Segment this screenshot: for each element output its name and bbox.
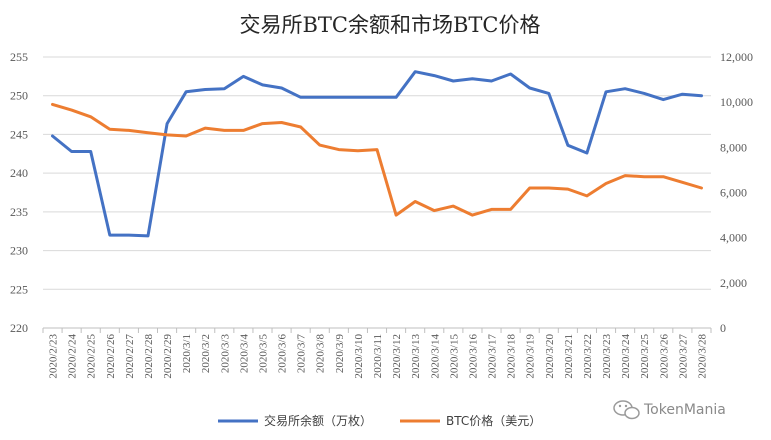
y-right-tick-label: 12,000: [720, 50, 753, 64]
y-left-tick-label: 255: [10, 50, 28, 64]
x-tick-label: 2020/3/15: [448, 334, 460, 379]
y-right-tick-label: 4,000: [720, 231, 747, 245]
watermark: TokenMania: [613, 400, 726, 420]
x-tick-label: 2020/3/8: [315, 334, 327, 374]
x-tick-label: 2020/3/28: [696, 334, 708, 379]
y-left-tick-label: 235: [10, 205, 28, 219]
x-tick-label: 2020/3/27: [677, 334, 689, 379]
wechat-icon: [613, 400, 640, 420]
x-tick-label: 2020/2/24: [67, 334, 79, 379]
x-tick-label: 2020/3/1: [181, 334, 193, 373]
x-tick-label: 2020/3/26: [658, 334, 670, 379]
y-right-tick-label: 8,000: [720, 140, 747, 154]
watermark-text: TokenMania: [643, 402, 726, 418]
x-tick-label: 2020/2/28: [143, 334, 155, 379]
x-tick-label: 2020/3/7: [296, 334, 308, 374]
x-tick-label: 2020/2/25: [86, 334, 98, 379]
y-right-tick-label: 2,000: [720, 276, 747, 290]
x-tick-label: 2020/3/13: [410, 334, 422, 379]
x-tick-label: 2020/3/6: [277, 334, 289, 374]
y-left-tick-label: 225: [10, 282, 28, 296]
x-axis: 2020/2/23 2020/2/24 2020/2/25 2020/2/26 2020…: [42, 327, 712, 379]
x-tick-label: 2020/3/19: [525, 334, 537, 379]
x-tick-label: 2020/2/23: [48, 334, 60, 379]
x-tick-label: 2020/3/4: [238, 334, 250, 374]
y-right-tick-label: 6,000: [720, 186, 747, 200]
y-axis-right: 0 2,000 4,000 6,000 8,000 10,000 12,000: [720, 50, 753, 335]
y-left-tick-label: 240: [10, 166, 28, 180]
x-tick-label: 2020/3/22: [582, 334, 594, 379]
x-tick-label: 2020/3/18: [506, 334, 518, 379]
x-tick-label: 2020/3/11: [372, 334, 384, 378]
x-tick-label: 2020/3/20: [544, 334, 556, 379]
x-tick-label: 2020/3/16: [467, 334, 479, 379]
y-left-tick-label: 245: [10, 127, 28, 141]
x-tick-label: 2020/3/17: [487, 334, 499, 379]
x-tick-label: 2020/3/9: [334, 334, 346, 374]
legend-label-price: BTC价格（美元）: [446, 413, 541, 428]
y-left-tick-label: 220: [10, 321, 28, 335]
chart-title: 交易所BTC余额和市场BTC价格: [239, 13, 540, 37]
x-tick-label: 2020/3/3: [219, 334, 231, 374]
y-right-tick-label: 10,000: [720, 95, 753, 109]
series-line-balance: [51, 70, 703, 238]
x-tick-label: 2020/3/14: [429, 334, 441, 379]
x-tick-label: 2020/3/24: [620, 334, 632, 379]
legend-label-balance: 交易所余额（万枚）: [264, 413, 372, 428]
x-tick-label: 2020/2/29: [162, 334, 174, 379]
x-tick-label: 2020/2/27: [124, 334, 136, 379]
x-tick-label: 2020/3/5: [257, 334, 269, 374]
x-tick-label: 2020/3/25: [639, 334, 651, 379]
y-right-tick-label: 0: [720, 321, 726, 335]
legend: 交易所余额（万枚） BTC价格（美元）: [218, 413, 541, 428]
x-tick-label: 2020/3/21: [563, 334, 575, 379]
y-axis-left: 220 225 230 235 240 245 250 255: [10, 50, 28, 335]
x-tick-label: 2020/3/2: [200, 334, 212, 373]
y-left-tick-label: 250: [10, 89, 28, 103]
x-tick-label: 2020/2/26: [105, 334, 117, 379]
x-tick-label: 2020/3/10: [353, 334, 365, 379]
x-tick-label: 2020/3/23: [601, 334, 613, 379]
y-left-tick-label: 230: [10, 244, 28, 258]
series-line-price: [51, 102, 703, 217]
series-lines: [51, 70, 703, 238]
x-tick-label: 2020/3/12: [391, 334, 403, 379]
